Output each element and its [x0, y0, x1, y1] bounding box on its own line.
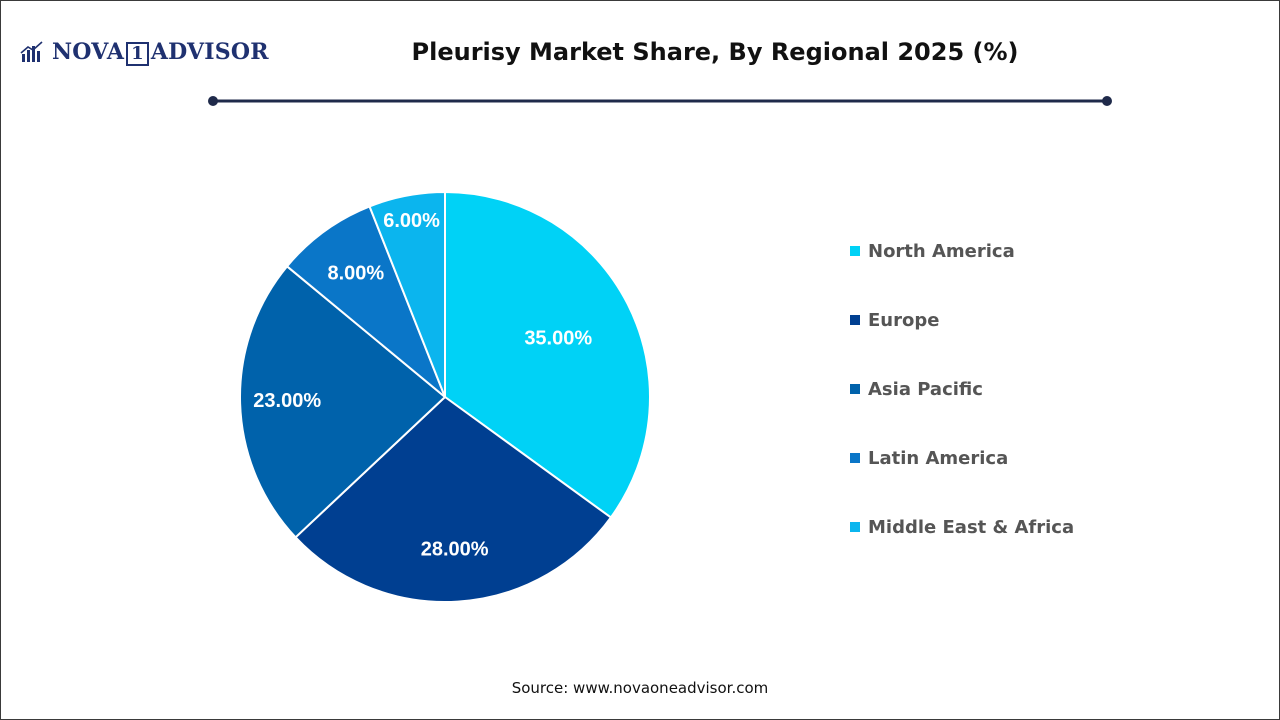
slice-label-middle-east-and-africa: 6.00%	[383, 210, 440, 232]
bar-chart-icon	[20, 41, 43, 62]
pie-slice-asia-pacific	[239, 264, 447, 539]
legend-item-middle-east-and-africa: Middle East & Africa	[850, 512, 1074, 542]
pie-slice-latin-america	[285, 205, 446, 398]
legend-swatch	[850, 522, 860, 532]
pie-slice-europe	[294, 395, 613, 603]
legend-item-europe: Europe	[850, 305, 1074, 335]
slice-label-asia-pacific: 23.00%	[253, 390, 321, 412]
source-note: Source: www.novaoneadvisor.com	[511, 679, 769, 697]
chart-title: Pleurisy Market Share, By Regional 2025 …	[411, 38, 1019, 66]
brand-logo: NOVA 1 ADVISOR	[20, 36, 269, 68]
legend-swatch	[850, 246, 860, 256]
slice-label-latin-america: 8.00%	[327, 263, 384, 285]
legend-item-latin-america: Latin America	[850, 443, 1074, 473]
pie-slice-middle-east-and-africa	[368, 190, 446, 398]
legend-swatch	[850, 315, 860, 325]
brand-name-right: ADVISOR	[150, 38, 269, 65]
brand-name-number: 1	[126, 41, 149, 66]
slice-label-europe: 28.00%	[421, 539, 489, 561]
legend-swatch	[850, 453, 860, 463]
legend-label: Asia Pacific	[868, 378, 983, 400]
brand-name-left: NOVA	[52, 38, 125, 65]
brand-name: NOVA 1 ADVISOR	[52, 39, 269, 66]
legend-label: Middle East & Africa	[868, 516, 1075, 538]
pie-slice-north-america	[444, 190, 651, 519]
legend-item-asia-pacific: Asia Pacific	[850, 374, 1074, 404]
legend-label: North America	[868, 240, 1015, 262]
legend-swatch	[850, 384, 860, 394]
slice-label-north-america: 35.00%	[524, 328, 592, 350]
legend-label: Latin America	[868, 447, 1009, 469]
title-divider	[208, 96, 1112, 106]
chart-legend: North America Europe Asia Pacific Latin Ame…	[850, 236, 1074, 581]
legend-label: Europe	[868, 309, 940, 331]
legend-item-north-america: North America	[850, 236, 1074, 266]
